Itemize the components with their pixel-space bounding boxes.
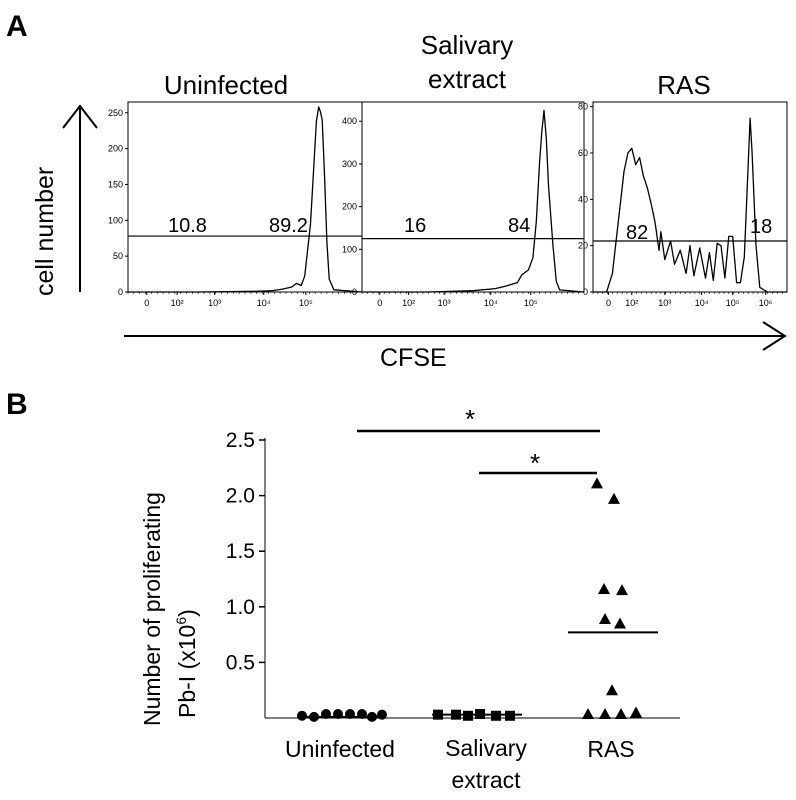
gate-right-value-salivary: 84	[508, 215, 530, 237]
x-tick-label: 10⁴	[695, 298, 709, 308]
y-tick-label: 300	[342, 159, 357, 169]
data-point-ras	[599, 708, 611, 719]
y-tick-label: 20	[578, 241, 588, 251]
histogram-title-ras: RAS	[657, 70, 710, 100]
data-point-ras	[614, 617, 626, 629]
histogram-frame	[361, 101, 585, 293]
data-point-uninfected	[377, 709, 387, 720]
data-point-salivary	[463, 710, 473, 721]
y-tick-label: 1.0	[226, 596, 255, 619]
x-tick-label: 10³	[438, 298, 451, 308]
gate-left-value-ras: 82	[626, 222, 648, 244]
category-label-ras: RAS	[587, 736, 634, 762]
histogram-curve	[362, 109, 585, 293]
y-tick-label: 100	[342, 244, 357, 254]
y-tick-label: 0	[583, 287, 588, 297]
data-point-ras	[616, 584, 628, 596]
category-label-uninfected: Uninfected	[285, 736, 395, 762]
x-tick-label: 10²	[171, 298, 184, 308]
y-tick-label: 2.0	[226, 485, 255, 508]
data-point-salivary	[491, 710, 501, 721]
data-point-ras	[630, 706, 642, 718]
x-tick-label: 10⁵	[524, 298, 538, 308]
histogram-ras: RAS 82 18 0 20 40 60 80 0 10² 10³ 10⁴ 10⁵ 10⁶	[578, 70, 788, 308]
y-tick-label: 150	[108, 179, 123, 189]
y-axis-label-line1: Number of proliferating	[139, 492, 165, 726]
histogram-curve	[128, 106, 363, 293]
x-tick-label: 10²	[625, 298, 638, 308]
data-point-ras	[606, 684, 618, 696]
y-tick-label: 0	[118, 287, 123, 297]
panel-a-label: A	[6, 10, 28, 43]
histogram-title-uninfected: Uninfected	[164, 70, 288, 100]
data-point-ras	[615, 708, 627, 719]
gate-right-value-ras: 18	[750, 216, 772, 238]
y-tick-label: 40	[578, 194, 588, 204]
x-tick-label: 10²	[402, 298, 415, 308]
y-tick-label: 400	[342, 116, 357, 126]
y-tick-label: 80	[578, 102, 588, 112]
y-tick-label: 50	[113, 251, 123, 261]
gate-right-value-uninfected: 89.2	[269, 215, 308, 237]
gate-left-value-uninfected: 10.8	[168, 215, 207, 237]
y-tick-label: 200	[108, 144, 123, 154]
y-tick-label: 1.5	[226, 540, 255, 563]
y-axis-label-line2: Pb-I (x106)	[173, 609, 200, 718]
y-tick-label: 250	[108, 108, 123, 118]
y-tick-label: 0	[352, 287, 357, 297]
histogram-frame	[127, 101, 363, 293]
x-tick-label: 10⁴	[484, 298, 498, 308]
significance-star-1: *	[465, 404, 475, 434]
gate-left-value-salivary: 16	[404, 215, 426, 237]
y-tick-label: 0.5	[226, 651, 255, 674]
data-point-ras	[599, 613, 611, 625]
x-tick-label: 0	[377, 298, 382, 308]
y-tick-label: 2.5	[226, 429, 255, 452]
category-label-salivary-line1: Salivary	[445, 735, 527, 761]
y-tick-label: 100	[108, 215, 123, 225]
scatter-plot: 0.5 1.0 1.5 2.0 2.5	[226, 429, 680, 722]
data-point-uninfected	[297, 710, 307, 721]
panel-b-label: B	[6, 388, 28, 421]
significance-star-2: *	[530, 448, 540, 478]
data-point-salivary	[505, 710, 515, 721]
category-label-salivary-line2: extract	[451, 767, 521, 793]
x-tick-label: 10⁶	[759, 298, 773, 308]
histogram-title-salivary-line1: Salivary	[421, 30, 513, 60]
x-tick-label: 10⁴	[257, 298, 271, 308]
cell-number-arrow	[62, 104, 98, 292]
histogram-title-salivary-line2: extract	[428, 64, 507, 94]
x-tick-label: 10⁵	[299, 298, 313, 308]
data-point-ras	[591, 477, 603, 489]
cfse-arrow	[124, 321, 787, 351]
y-tick-label: 200	[342, 202, 357, 212]
x-tick-label: 0	[606, 298, 611, 308]
histogram-uninfected: Uninfected 10.8 89.2 0 50 100 150 200 250 0 10²…	[108, 70, 363, 308]
x-tick-label: 10³	[208, 298, 221, 308]
data-point-ras	[582, 708, 594, 719]
data-point-ras	[598, 583, 610, 595]
x-tick-label: 0	[144, 298, 149, 308]
histogram-curve	[593, 117, 787, 293]
x-tick-label: 10³	[658, 298, 671, 308]
x-axis-label-cfse: CFSE	[380, 344, 447, 372]
x-tick-label: 10⁵	[726, 298, 740, 308]
data-point-ras	[608, 492, 620, 504]
y-tick-label: 60	[578, 148, 588, 158]
y-axis-label-cell-number: cell number	[31, 167, 59, 296]
